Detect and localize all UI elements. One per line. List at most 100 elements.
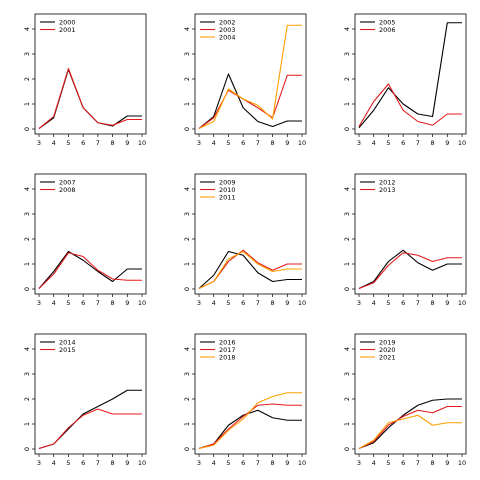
y-tick-label: 0: [23, 127, 31, 131]
x-tick-label: 7: [416, 299, 420, 307]
x-tick-label: 5: [386, 139, 390, 147]
y-tick-label: 4: [23, 27, 31, 31]
x-tick-label: 10: [138, 299, 146, 307]
legend-label: 2020: [379, 346, 396, 354]
y-tick-label: 3: [343, 52, 351, 56]
x-tick-label: 8: [111, 299, 115, 307]
x-tick-label: 3: [37, 299, 41, 307]
x-tick-label: 8: [431, 459, 435, 467]
x-tick-label: 3: [197, 459, 201, 467]
y-tick-label: 1: [343, 422, 351, 426]
legend-label: 2019: [379, 338, 396, 346]
x-tick-label: 5: [226, 459, 230, 467]
series-line-2005: [358, 22, 462, 129]
legend-label: 2011: [219, 193, 236, 201]
y-tick-label: 2: [23, 397, 31, 401]
y-tick-label: 0: [343, 287, 351, 291]
legend-label: 2018: [219, 353, 236, 361]
x-tick-label: 8: [111, 459, 115, 467]
legend-label: 2013: [379, 186, 396, 194]
y-tick-label: 3: [23, 372, 31, 376]
y-tick-label: 2: [343, 397, 351, 401]
x-tick-label: 7: [416, 459, 420, 467]
x-tick-label: 8: [111, 139, 115, 147]
x-tick-label: 9: [445, 139, 449, 147]
plot-frame: [34, 173, 147, 295]
x-tick-label: 3: [37, 139, 41, 147]
y-tick-label: 1: [183, 262, 191, 266]
x-tick-label: 7: [256, 459, 260, 467]
y-tick-label: 4: [343, 347, 351, 351]
x-tick-label: 3: [357, 299, 361, 307]
x-tick-label: 4: [212, 459, 216, 467]
series-line-2013: [358, 252, 462, 290]
y-tick-label: 4: [343, 27, 351, 31]
x-tick-label: 3: [197, 139, 201, 147]
series-line-2003: [198, 74, 302, 129]
series-line-2004: [198, 24, 302, 129]
y-tick-label: 0: [343, 447, 351, 451]
x-tick-label: 6: [81, 139, 85, 147]
x-tick-label: 5: [226, 299, 230, 307]
legend-label: 2003: [219, 26, 236, 34]
y-tick-label: 0: [183, 447, 191, 451]
y-tick-label: 4: [23, 347, 31, 351]
series-line-2008: [38, 252, 142, 289]
y-tick-label: 1: [23, 422, 31, 426]
x-tick-label: 4: [52, 139, 56, 147]
x-tick-label: 8: [431, 139, 435, 147]
y-tick-label: 0: [343, 127, 351, 131]
y-tick-label: 4: [183, 347, 191, 351]
series-line-2018: [198, 392, 302, 450]
legend-label: 2009: [219, 178, 236, 186]
y-tick-label: 4: [23, 187, 31, 191]
y-tick-label: 2: [343, 77, 351, 81]
y-tick-label: 4: [183, 27, 191, 31]
y-tick-label: 0: [183, 287, 191, 291]
series-line-2009: [198, 250, 302, 289]
legend-label: 2005: [379, 18, 396, 26]
series-line-2015: [38, 408, 142, 450]
x-tick-label: 6: [401, 299, 405, 307]
legend-label: 2002: [219, 18, 236, 26]
x-tick-label: 3: [357, 139, 361, 147]
legend-label: 2021: [379, 353, 396, 361]
legend-label: 2000: [59, 18, 76, 26]
series-line-2006: [358, 83, 462, 127]
x-tick-label: 8: [271, 299, 275, 307]
x-tick-label: 9: [125, 299, 129, 307]
x-tick-label: 6: [241, 139, 245, 147]
series-line-2021: [358, 414, 462, 449]
x-tick-label: 10: [458, 459, 466, 467]
x-tick-label: 10: [298, 139, 306, 147]
x-tick-label: 7: [256, 299, 260, 307]
x-tick-label: 3: [197, 299, 201, 307]
y-tick-label: 4: [343, 187, 351, 191]
legend-label: 2017: [219, 346, 236, 354]
x-tick-label: 5: [386, 299, 390, 307]
x-tick-label: 5: [226, 139, 230, 147]
legend-label: 2008: [59, 186, 76, 194]
y-tick-label: 4: [183, 187, 191, 191]
x-tick-label: 5: [66, 299, 70, 307]
x-tick-label: 9: [285, 299, 289, 307]
plot-frame: [194, 13, 307, 135]
series-line-2020: [358, 405, 462, 449]
y-tick-label: 2: [343, 237, 351, 241]
legend-label: 2016: [219, 338, 236, 346]
y-tick-label: 1: [343, 102, 351, 106]
y-tick-label: 1: [343, 262, 351, 266]
plot-frame: [194, 173, 307, 295]
x-tick-label: 7: [96, 139, 100, 147]
series-line-2011: [198, 250, 302, 289]
legend-label: 2012: [379, 178, 396, 186]
x-tick-label: 6: [81, 299, 85, 307]
